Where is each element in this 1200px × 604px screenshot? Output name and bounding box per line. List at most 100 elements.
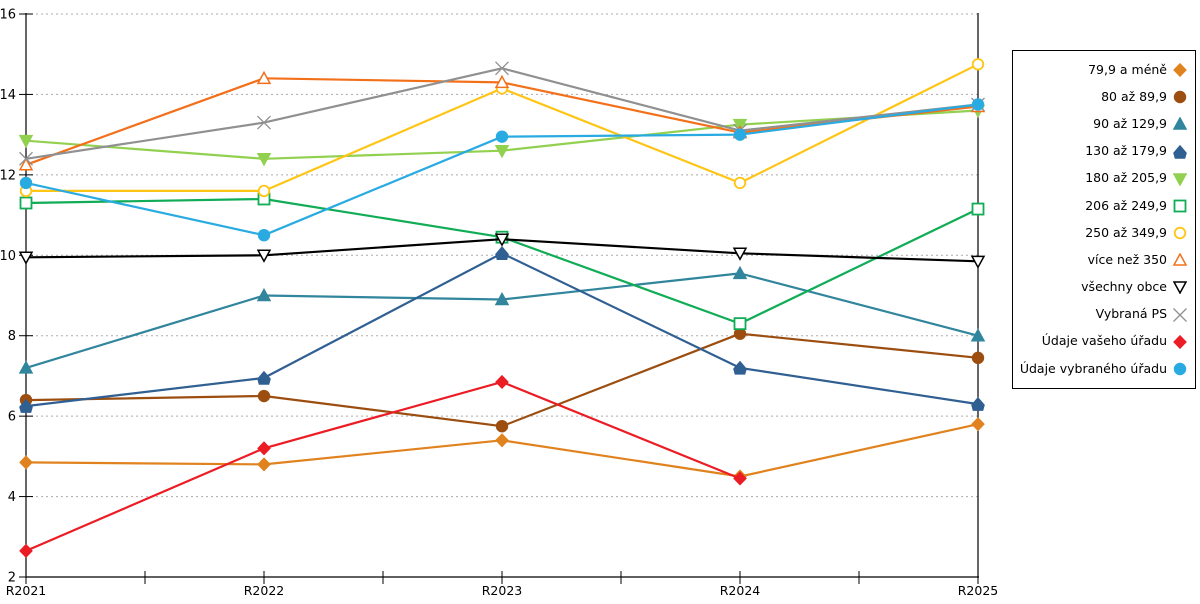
legend-marker-icon [1173, 172, 1187, 186]
series-250-a-349-9 [19, 58, 985, 198]
legend-label: Údaje vybraného úřadu [1019, 360, 1167, 376]
data-point-marker [494, 144, 510, 159]
legend-marker-icon [1173, 253, 1187, 267]
legend-label: 79,9 a méně [1088, 61, 1167, 77]
legend-item: 90 až 129,9 [1019, 117, 1187, 131]
x-tick-label: R2025 [958, 583, 999, 598]
data-point-marker [19, 543, 33, 558]
legend-label: více než 350 [1087, 251, 1167, 267]
legend-item: Údaje vašeho úřadu [1019, 333, 1187, 349]
data-point-marker [495, 433, 509, 448]
data-point-marker [19, 455, 33, 470]
legend-marker-icon [1173, 226, 1187, 240]
legend-label: Údaje vašeho úřadu [1041, 333, 1167, 349]
data-point-marker [733, 360, 747, 375]
y-tick-label: 2 [8, 571, 16, 586]
data-point-marker [1173, 144, 1187, 159]
legend-label: 90 až 129,9 [1093, 116, 1167, 132]
legend-item: 79,9 a méně [1019, 63, 1187, 77]
legend-item: Údaje vybraného úřadu [1019, 362, 1187, 376]
data-point-marker [1173, 117, 1187, 131]
legend-item: 130 až 179,9 [1019, 143, 1187, 159]
legend-marker-icon [1173, 144, 1187, 159]
data-point-marker [733, 471, 747, 486]
legend-item: všechny obce [1019, 279, 1187, 295]
data-point-marker [494, 291, 510, 306]
data-point-marker [494, 233, 510, 247]
data-point-marker [1173, 253, 1187, 266]
y-tick-label: 6 [8, 410, 16, 425]
data-point-marker [257, 389, 271, 403]
data-point-marker [257, 441, 271, 456]
series-130-a-179-9 [19, 246, 985, 413]
series-90-a-129-9 [18, 265, 986, 374]
legend-marker-icon [1173, 334, 1187, 349]
data-point-marker [18, 360, 34, 374]
data-point-marker [257, 370, 271, 385]
chart-legend: 79,9 a méně 80 až 89,9 90 až 129,9 130 až 1… [1012, 50, 1196, 389]
data-point-marker [19, 176, 33, 190]
legend-item: 80 až 89,9 [1019, 90, 1187, 104]
data-point-marker [732, 265, 748, 280]
legend-marker-icon [1173, 90, 1187, 104]
y-tick-label: 14 [0, 88, 16, 103]
data-point-marker [19, 151, 33, 166]
x-tick-label: R2021 [6, 583, 47, 598]
data-point-marker [1173, 63, 1187, 77]
series-79-9-a-m-n [19, 417, 985, 484]
legend-marker-icon [1173, 199, 1187, 213]
legend-marker-icon [1173, 63, 1187, 77]
legend-marker-icon [1173, 117, 1187, 131]
data-point-marker [1173, 199, 1187, 213]
data-point-marker [1173, 362, 1187, 376]
series-line-daje-va-eho-adu [24, 380, 742, 552]
data-point-marker [257, 457, 271, 472]
data-point-marker [495, 246, 509, 261]
legend-item: více než 350 [1019, 253, 1187, 267]
data-point-marker [257, 228, 271, 242]
y-tick-label: 16 [0, 8, 16, 23]
data-point-marker [495, 130, 509, 143]
series-daje-vybran-ho-adu [19, 98, 985, 242]
y-tick-label: 10 [0, 249, 16, 264]
data-point-marker [971, 202, 985, 216]
line-chart: 2 4 6 8 10 12 14 16 R2021 R2022 R2023 R2024 R2025 [0, 8, 999, 599]
legend-item: 180 až 205,9 [1019, 172, 1187, 186]
series-line-90-a-129-9 [24, 272, 980, 369]
chart-canvas: 2 4 6 8 10 12 14 16 R2021 R2022 R2023 R2024 R2025 [0, 8, 999, 599]
legend-marker-icon [1173, 307, 1187, 322]
legend-label: 250 až 349,9 [1085, 224, 1167, 240]
data-point-marker [971, 58, 985, 71]
data-point-marker [494, 74, 510, 89]
data-point-marker [495, 61, 509, 76]
data-point-marker [971, 351, 985, 365]
data-point-marker [971, 417, 985, 432]
data-point-marker [18, 157, 34, 171]
series-line-daje-vybran-ho-adu [24, 103, 980, 237]
data-point-marker [18, 251, 34, 265]
data-point-marker [970, 255, 986, 269]
legend-marker-icon [1173, 362, 1187, 376]
data-point-marker [18, 134, 34, 149]
data-point-marker [1173, 226, 1187, 240]
data-point-marker [1173, 90, 1187, 104]
data-point-marker [256, 70, 272, 85]
legend-label: všechny obce [1081, 279, 1167, 295]
data-point-marker [495, 419, 509, 433]
data-point-marker [257, 184, 271, 198]
data-point-marker [733, 128, 747, 141]
data-point-marker [495, 374, 509, 390]
y-tick-label: 8 [8, 329, 16, 344]
series-daje-va-eho-adu [19, 374, 747, 558]
legend-marker-icon [1173, 280, 1187, 295]
data-point-marker [970, 328, 986, 342]
x-tick-label: R2023 [482, 583, 523, 598]
legend-item: Vybraná PS [1019, 307, 1187, 322]
data-point-marker [19, 196, 33, 210]
data-point-marker [733, 176, 747, 190]
data-point-marker [256, 249, 272, 263]
legend-label: 130 až 179,9 [1085, 143, 1167, 159]
legend-label: 80 až 89,9 [1101, 88, 1167, 104]
data-point-marker [1173, 334, 1187, 349]
data-point-marker [19, 398, 33, 413]
